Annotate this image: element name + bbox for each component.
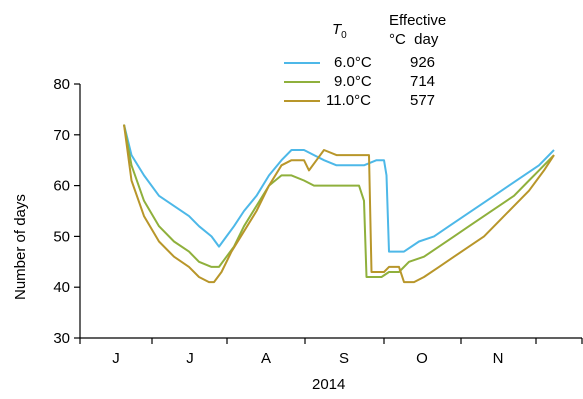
x-tick-label-0: J bbox=[112, 350, 120, 367]
series-line-0 bbox=[123, 124, 555, 253]
x-tick-label-2: A bbox=[261, 350, 271, 367]
x-axis-title: 2014 bbox=[312, 376, 346, 393]
legend-t0-header: T0 bbox=[332, 22, 347, 43]
legend-swatch-11c bbox=[284, 100, 320, 102]
y-tick-label-50: 50 bbox=[53, 228, 70, 245]
series-lines bbox=[123, 124, 555, 284]
y-ticks: 30 40 50 60 70 80 bbox=[53, 76, 80, 347]
legend-effective-header: Effective bbox=[389, 12, 447, 29]
x-tick-label-1: J bbox=[186, 350, 194, 367]
legend-label-6c: 6.0°C bbox=[334, 54, 372, 71]
legend-t0-symbol: T bbox=[332, 21, 342, 38]
y-tick-label-80: 80 bbox=[53, 76, 70, 93]
x-tick-label-5: N bbox=[493, 350, 504, 367]
series-line-2 bbox=[123, 124, 555, 284]
legend-t0-subscript: 0 bbox=[341, 30, 347, 41]
legend-degree-day-header: °C day bbox=[389, 31, 439, 48]
series-line-1 bbox=[123, 124, 555, 278]
legend-swatch-6c bbox=[284, 62, 320, 64]
legend-label-11c: 11.0°C bbox=[326, 92, 371, 109]
x-tick-label-4: O bbox=[416, 350, 428, 367]
y-tick-label-30: 30 bbox=[53, 330, 70, 347]
x-tick-label-3: S bbox=[339, 350, 349, 367]
y-axis-title: Number of days bbox=[12, 194, 29, 300]
legend-value-9c: 714 bbox=[410, 73, 436, 90]
legend-label-9c: 9.0°C bbox=[334, 73, 372, 90]
y-tick-label-70: 70 bbox=[53, 127, 70, 144]
legend-swatch-9c bbox=[284, 81, 320, 83]
y-tick-label-60: 60 bbox=[53, 178, 70, 195]
legend-value-6c: 926 bbox=[410, 54, 436, 71]
legend-value-11c: 577 bbox=[410, 92, 436, 109]
y-tick-label-40: 40 bbox=[53, 279, 70, 296]
